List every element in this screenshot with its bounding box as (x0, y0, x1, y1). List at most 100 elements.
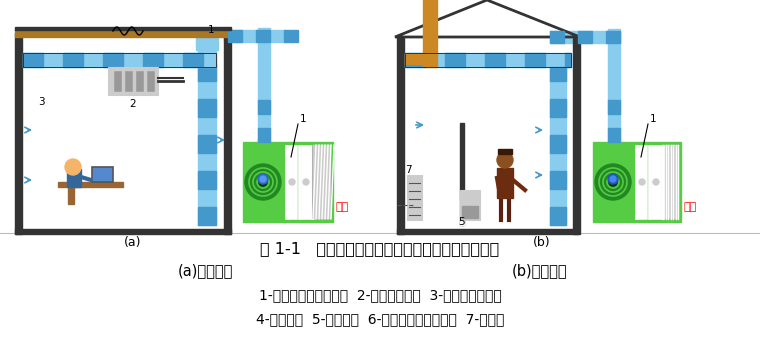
Bar (608, 128, 620, 142)
Bar (550, 135, 566, 153)
Bar (606, 31, 620, 43)
Bar (405, 53, 425, 67)
Bar (405, 53, 571, 67)
Bar (198, 207, 216, 225)
Bar (63, 53, 83, 67)
Circle shape (653, 179, 659, 185)
Bar (67, 169, 81, 187)
Circle shape (258, 174, 268, 184)
Circle shape (595, 164, 631, 200)
Circle shape (610, 176, 616, 182)
Bar (284, 30, 298, 42)
Bar (550, 67, 566, 81)
Bar (224, 33, 231, 234)
Circle shape (65, 159, 81, 175)
Bar (663, 145, 679, 219)
Bar (550, 67, 566, 225)
Bar (648, 145, 651, 219)
Bar (460, 123, 464, 225)
Bar (525, 53, 545, 67)
Bar (125, 71, 132, 91)
Bar (23, 53, 216, 67)
Bar (498, 149, 512, 154)
Bar (578, 31, 592, 43)
Bar (114, 71, 121, 91)
Bar (198, 99, 216, 117)
Text: 1-新风的空气处理机组  2-风机盘管机组  3-电器和电子设备: 1-新风的空气处理机组 2-风机盘管机组 3-电器和电子设备 (258, 288, 502, 302)
Circle shape (639, 179, 645, 185)
Bar (397, 229, 578, 234)
Bar (573, 37, 580, 234)
Bar (224, 30, 285, 42)
Bar (258, 100, 270, 114)
Bar (608, 29, 620, 144)
Bar (445, 53, 465, 67)
Bar (228, 30, 242, 42)
Circle shape (497, 152, 513, 168)
Bar (550, 31, 620, 43)
Circle shape (260, 176, 266, 182)
Bar (637, 145, 647, 219)
Bar (397, 37, 404, 234)
Bar (15, 229, 231, 234)
Bar (311, 145, 314, 219)
Bar (198, 135, 216, 153)
Text: 4-照明灯具  5-工艺设备  6-排风风机及排风系统  7-散热器: 4-照明灯具 5-工艺设备 6-排风风机及排风系统 7-散热器 (256, 312, 504, 326)
Bar (565, 53, 571, 67)
Bar (405, 53, 571, 67)
Bar (460, 200, 464, 225)
Text: 图 1-1   民用建筑和工业建筑的采暖通风和空调系统: 图 1-1 民用建筑和工业建筑的采暖通风和空调系统 (261, 241, 499, 257)
Bar (651, 145, 661, 219)
Bar (550, 171, 566, 189)
Text: 1: 1 (300, 114, 306, 124)
Bar (407, 175, 422, 220)
Bar (313, 145, 331, 219)
Bar (550, 31, 564, 43)
Text: (a)民用建筑: (a)民用建筑 (177, 263, 233, 279)
Bar (661, 145, 664, 219)
Circle shape (608, 174, 618, 184)
Bar (258, 28, 270, 144)
Bar (198, 50, 216, 225)
Text: 7: 7 (405, 165, 412, 175)
Bar (423, 0, 437, 67)
Bar (287, 145, 297, 219)
Bar (68, 187, 74, 204)
Bar (93, 168, 111, 180)
Text: (b): (b) (534, 236, 551, 249)
Text: 新风: 新风 (336, 202, 350, 212)
Bar (593, 142, 681, 222)
Bar (198, 171, 216, 189)
Bar (550, 99, 566, 117)
Bar (23, 53, 216, 67)
Bar (58, 182, 123, 187)
Bar (15, 33, 22, 234)
Text: (b)工业建筑: (b)工业建筑 (512, 263, 568, 279)
Bar (460, 190, 480, 220)
Bar (196, 38, 218, 50)
Circle shape (245, 164, 281, 200)
Bar (23, 53, 43, 67)
Bar (136, 71, 143, 91)
Bar (608, 100, 620, 114)
Bar (550, 207, 566, 225)
Bar (183, 53, 203, 67)
Bar (301, 145, 311, 219)
Bar (108, 67, 158, 95)
Circle shape (609, 178, 617, 186)
Bar (258, 128, 270, 142)
Bar (405, 54, 423, 64)
Bar (15, 27, 231, 30)
Bar (298, 145, 301, 219)
Bar (462, 206, 478, 218)
Bar (485, 53, 505, 67)
Text: 2: 2 (130, 99, 136, 109)
Text: 3: 3 (38, 97, 45, 107)
Bar (15, 29, 231, 37)
Bar (635, 145, 638, 219)
Text: (a): (a) (124, 236, 142, 249)
Bar (103, 53, 123, 67)
Bar (256, 30, 270, 42)
Text: 1: 1 (650, 114, 657, 124)
Bar (497, 168, 513, 198)
